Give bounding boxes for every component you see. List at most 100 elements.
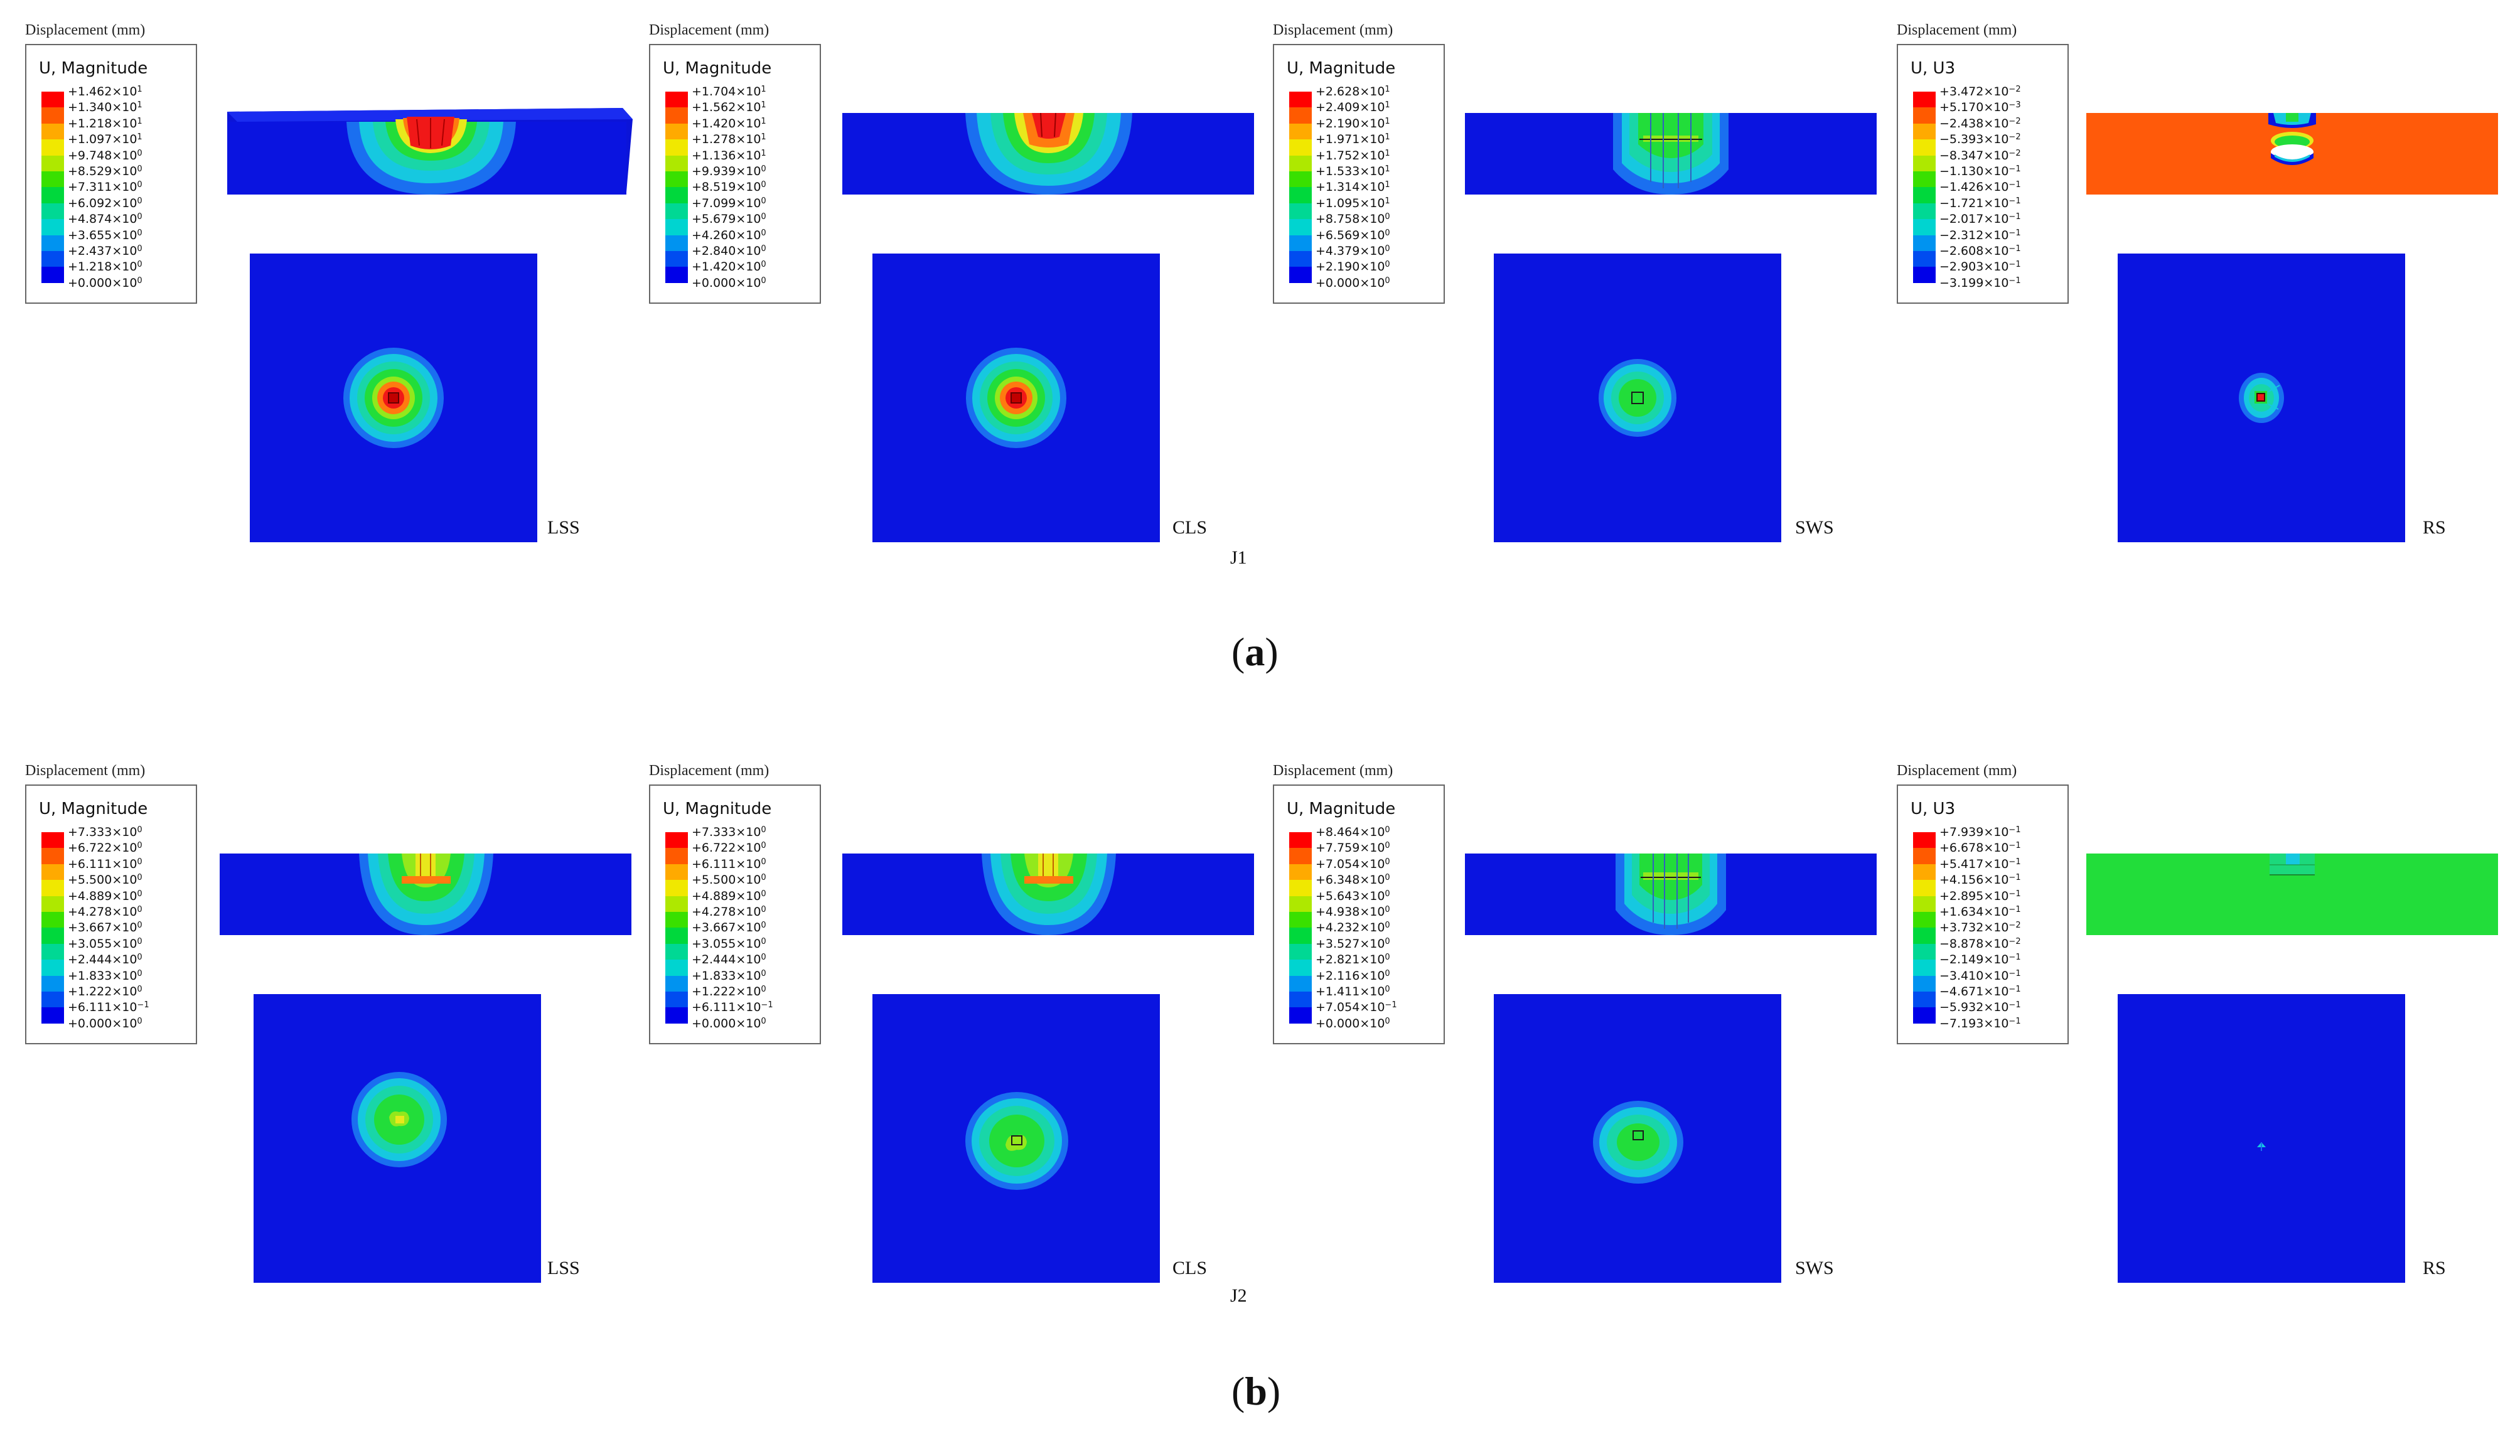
legend-swatch: [1913, 928, 1936, 945]
legend-value: −2.903×10−1: [1939, 260, 2021, 274]
legend-swatch: [1913, 267, 1936, 284]
contour-legend: U, Magnitude +1.462×101 +1.340×101 +1.218×…: [25, 44, 197, 304]
method-label-rs: RS: [2423, 517, 2446, 538]
legend-value: +3.667×100: [692, 921, 766, 935]
legend-swatch: [41, 139, 64, 156]
legend-swatch: [665, 267, 688, 284]
contour-legend: U, Magnitude +1.704×101 +1.562×101 +1.420×…: [649, 44, 821, 304]
legend-value: +7.759×100: [1316, 841, 1390, 855]
side-view: [227, 108, 633, 195]
legend-value: +4.260×100: [692, 228, 766, 242]
legend-swatch: [1913, 848, 1936, 865]
panel-b-lss: Displacement (mm) U, Magnitude +7.333×10…: [0, 741, 631, 1368]
legend-title: U, U3: [1911, 800, 1956, 818]
legend-swatch: [1289, 943, 1312, 960]
legend-value: +6.111×100: [692, 857, 766, 871]
legend-value: +1.222×100: [692, 985, 766, 998]
displacement-label: Displacement (mm): [649, 763, 769, 779]
legend-swatch: [41, 92, 64, 108]
legend-value: +7.054×10−1: [1316, 1000, 1397, 1015]
legend-swatch: [41, 928, 64, 945]
side-view: [842, 113, 1254, 195]
legend-swatch: [1289, 92, 1312, 108]
row-a: Displacement (mm) U, Magnitude +1.462×10…: [0, 0, 2520, 715]
legend-value: +1.218×101: [68, 116, 142, 131]
legend-swatch: [665, 975, 688, 992]
legend-value: +1.314×101: [1316, 180, 1390, 195]
legend-value: +1.634×10−1: [1939, 905, 2021, 919]
panel-b-cls: Displacement (mm) U, Magnitude +7.333×10…: [624, 741, 1254, 1368]
legend-value: −8.347×10−2: [1939, 148, 2021, 163]
method-label-lss: LSS: [547, 517, 580, 538]
joint-label-j2: J2: [1230, 1285, 1247, 1306]
legend-value: +2.409×101: [1316, 100, 1390, 115]
top-view: [872, 994, 1160, 1283]
legend-swatch: [41, 187, 64, 204]
legend-swatch: [1913, 992, 1936, 1008]
legend-swatch: [41, 848, 64, 865]
legend-value: +3.055×100: [692, 936, 766, 951]
legend-swatch: [665, 123, 688, 140]
legend-swatch: [1289, 960, 1312, 977]
legend-swatch: [665, 251, 688, 267]
legend-value: +8.758×100: [1316, 212, 1390, 227]
method-label-lss: LSS: [547, 1258, 580, 1278]
legend-value: −2.438×10−2: [1939, 116, 2021, 131]
legend-swatch: [1913, 1007, 1936, 1024]
panel-a-sws: Displacement (mm) U, Magnitude +2.628×10…: [1248, 0, 1878, 628]
legend-swatch: [1913, 975, 1936, 992]
legend-swatch: [1289, 155, 1312, 172]
sublabel-open: (: [1231, 1369, 1245, 1413]
legend-swatch: [1913, 880, 1936, 897]
legend-swatch: [665, 219, 688, 236]
legend-value: +1.420×101: [692, 116, 766, 131]
legend-swatch: [1913, 251, 1936, 267]
legend-swatch: [41, 123, 64, 140]
legend-value: −2.017×10−1: [1939, 212, 2021, 227]
legend-value: +1.136×101: [692, 148, 766, 163]
legend-value: +9.939×100: [692, 164, 766, 178]
subfigure-label-b: (b): [1231, 1368, 1280, 1415]
side-view: [1465, 113, 1877, 195]
legend-value: +6.722×100: [692, 841, 766, 855]
legend-value: +4.232×100: [1316, 921, 1390, 935]
legend-value: +8.464×100: [1316, 825, 1390, 839]
legend-value: +1.533×101: [1316, 164, 1390, 178]
legend-swatch: [665, 155, 688, 172]
legend-swatch: [41, 832, 64, 848]
legend-swatch: [1913, 171, 1936, 188]
legend-swatch: [1913, 235, 1936, 252]
legend-swatch: [1289, 123, 1312, 140]
legend-value: −2.608×10−1: [1939, 244, 2021, 258]
legend-value: +0.000×100: [692, 276, 766, 290]
legend-value: +5.170×10−3: [1939, 100, 2021, 115]
displacement-label: Displacement (mm): [25, 22, 146, 38]
top-view: [1494, 254, 1781, 542]
top-view: [250, 254, 537, 542]
legend-swatch: [665, 960, 688, 977]
legend-value: +1.097×101: [68, 132, 142, 147]
legend-value: +4.938×100: [1316, 905, 1390, 919]
legend-value: +1.278×101: [692, 132, 766, 147]
legend-value: +5.417×10−1: [1939, 857, 2021, 871]
legend-value: +4.278×100: [692, 905, 766, 919]
legend-value: +1.971×101: [1316, 132, 1390, 147]
sublabel-close: ): [1267, 1369, 1281, 1413]
legend-swatch: [41, 896, 64, 913]
legend-swatch: [1289, 203, 1312, 220]
legend-value: +6.111×10−1: [68, 1000, 149, 1015]
legend-value: +1.222×100: [68, 985, 142, 998]
legend-swatch: [1913, 943, 1936, 960]
legend-swatch: [1289, 992, 1312, 1008]
panel-a-lss: Displacement (mm) U, Magnitude +1.462×10…: [0, 0, 633, 628]
legend-value: +5.679×100: [692, 212, 766, 227]
legend-value: +7.333×100: [68, 825, 142, 839]
side-view: [842, 854, 1254, 935]
legend-value: +3.472×10−2: [1939, 85, 2021, 99]
legend-value: +4.874×100: [68, 212, 142, 227]
legend-title: U, Magnitude: [1287, 59, 1396, 78]
legend-value: +6.111×10−1: [692, 1000, 773, 1015]
legend-swatch: [1289, 187, 1312, 204]
legend-swatch: [665, 139, 688, 156]
legend-swatch: [1289, 107, 1312, 124]
